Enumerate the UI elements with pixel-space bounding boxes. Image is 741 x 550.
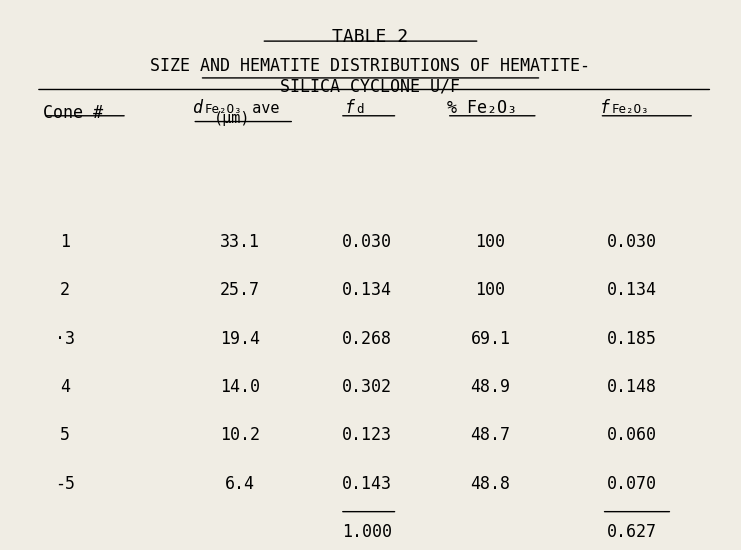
Text: 69.1: 69.1: [471, 330, 511, 348]
Text: ·3: ·3: [55, 330, 75, 348]
Text: 48.7: 48.7: [471, 426, 511, 444]
Text: 33.1: 33.1: [219, 233, 259, 251]
Text: 0.060: 0.060: [608, 426, 657, 444]
Text: 0.268: 0.268: [342, 330, 392, 348]
Text: 0.302: 0.302: [342, 378, 392, 396]
Text: 6.4: 6.4: [225, 475, 255, 493]
Text: 10.2: 10.2: [219, 426, 259, 444]
Text: ave: ave: [243, 101, 280, 115]
Text: 4: 4: [60, 378, 70, 396]
Text: 100: 100: [476, 282, 505, 299]
Text: 0.123: 0.123: [342, 426, 392, 444]
Text: TABLE 2: TABLE 2: [333, 28, 408, 46]
Text: 0.134: 0.134: [608, 282, 657, 299]
Text: 0.627: 0.627: [608, 523, 657, 541]
Text: Cone #: Cone #: [43, 104, 103, 122]
Text: f: f: [345, 99, 355, 117]
Text: 1: 1: [60, 233, 70, 251]
Text: 0.030: 0.030: [342, 233, 392, 251]
Text: 48.8: 48.8: [471, 475, 511, 493]
Text: 100: 100: [476, 233, 505, 251]
Text: 5: 5: [60, 426, 70, 444]
Text: 0.030: 0.030: [608, 233, 657, 251]
Text: % Fe₂O₃: % Fe₂O₃: [447, 99, 516, 117]
Text: SIZE AND HEMATITE DISTRIBUTIONS OF HEMATITE-: SIZE AND HEMATITE DISTRIBUTIONS OF HEMAT…: [150, 57, 591, 75]
Text: 48.9: 48.9: [471, 378, 511, 396]
Text: 0.143: 0.143: [342, 475, 392, 493]
Text: 0.148: 0.148: [608, 378, 657, 396]
Text: f: f: [599, 99, 610, 117]
Text: 0.134: 0.134: [342, 282, 392, 299]
Text: 14.0: 14.0: [219, 378, 259, 396]
Text: Fe₂O₃: Fe₂O₃: [205, 103, 242, 115]
Text: 1.000: 1.000: [342, 523, 392, 541]
Text: 0.185: 0.185: [608, 330, 657, 348]
Text: SILICA CYCLONE U/F: SILICA CYCLONE U/F: [281, 78, 460, 96]
Text: Fe₂O₃: Fe₂O₃: [612, 103, 649, 116]
Text: 25.7: 25.7: [219, 282, 259, 299]
Text: -5: -5: [55, 475, 75, 493]
Text: d: d: [356, 103, 364, 116]
Text: d: d: [193, 99, 202, 117]
Text: (μm): (μm): [214, 111, 250, 125]
Text: 19.4: 19.4: [219, 330, 259, 348]
Text: 0.070: 0.070: [608, 475, 657, 493]
Text: 2: 2: [60, 282, 70, 299]
